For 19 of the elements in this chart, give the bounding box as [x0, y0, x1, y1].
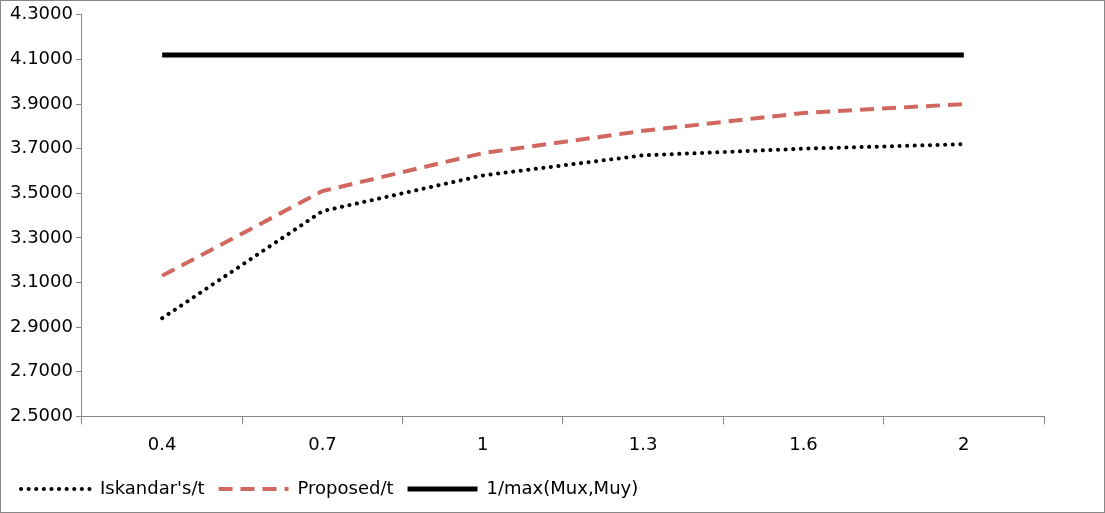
- x-tick-label: 2: [958, 432, 970, 454]
- legend-label: Proposed/t: [297, 476, 394, 498]
- x-tick-label: 0.7: [308, 432, 337, 454]
- y-tick-label: 3.3000: [10, 225, 73, 247]
- x-tick-label: 1.3: [628, 432, 658, 454]
- y-tick-label: 3.7000: [10, 136, 73, 158]
- y-tick-label: 3.1000: [10, 270, 73, 292]
- legend-label: Iskandar's/t: [100, 476, 205, 498]
- legend-label: 1/max(Mux,Muy): [486, 476, 639, 498]
- y-tick-label: 4.1000: [10, 47, 73, 69]
- y-tick-label: 2.7000: [10, 359, 73, 381]
- x-tick-label: 1: [477, 432, 489, 454]
- x-tick-label: 1.6: [789, 432, 818, 454]
- x-tick-label: 0.4: [147, 432, 177, 454]
- y-tick-label: 4.3000: [10, 2, 73, 24]
- y-tick-label: 3.5000: [10, 180, 73, 202]
- y-tick-label: 3.9000: [10, 91, 73, 113]
- y-tick-label: 2.9000: [10, 314, 73, 336]
- y-tick-label: 2.5000: [10, 404, 73, 426]
